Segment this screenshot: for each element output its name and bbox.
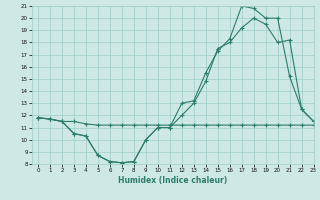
X-axis label: Humidex (Indice chaleur): Humidex (Indice chaleur) bbox=[118, 176, 228, 185]
